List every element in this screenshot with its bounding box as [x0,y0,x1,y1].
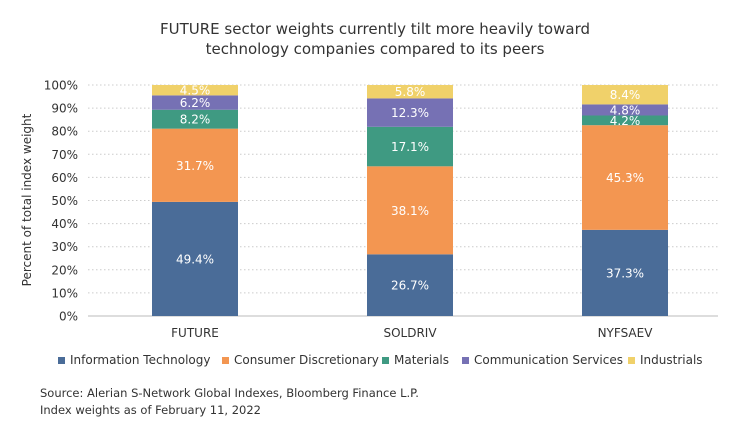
data-label: 45.3% [606,171,644,185]
legend-label: Industrials [640,353,703,367]
y-tick-label: 0% [59,310,78,324]
data-label: 4.2% [610,114,641,128]
bar-segment [582,104,668,116]
bar-segment [367,85,453,99]
data-label: 37.3% [606,266,644,280]
y-tick-label: 80% [51,125,78,139]
legend-swatch [58,357,65,364]
chart-title-line-2: technology companies compared to its pee… [205,40,545,58]
x-tick-label: SOLDRIV [383,326,437,340]
x-tick-label: FUTURE [171,326,219,340]
legend-swatch [628,357,635,364]
y-tick-label: 10% [51,286,78,300]
y-tick-label: 90% [51,102,78,116]
bar-segment [582,115,668,126]
y-tick-label: 50% [51,194,78,208]
data-label: 49.4% [176,252,214,266]
bar-segment [582,229,668,316]
source-note: Source: Alerian S-Network Global Indexes… [40,386,419,400]
legend-label: Consumer Discretionary [234,353,379,367]
date-note: Index weights as of February 11, 2022 [40,403,261,417]
bar-segment [152,85,238,96]
legend-label: Information Technology [70,353,211,367]
y-tick-label: 40% [51,217,78,231]
legend-label: Materials [394,353,449,367]
y-tick-label: 70% [51,148,78,162]
x-tick-label: NYFSAEV [598,326,654,340]
bar-segment [152,128,238,202]
data-label: 4.8% [610,103,641,117]
bar-segment [367,166,453,255]
data-label: 6.2% [180,96,211,110]
data-label: 17.1% [391,140,429,154]
bar-segment [582,125,668,230]
legend-swatch [382,357,389,364]
legend-swatch [222,357,229,364]
bar-segment [152,201,238,316]
data-label: 38.1% [391,204,429,218]
y-tick-label: 20% [51,263,78,277]
data-label: 12.3% [391,106,429,120]
bar-segment [152,95,238,110]
bar-segment [367,126,453,167]
y-tick-label: 100% [44,79,78,93]
data-label: 8.4% [610,88,641,102]
data-label: 5.8% [395,85,426,99]
bar-segment [367,98,453,127]
data-label: 8.2% [180,113,211,127]
bar-segment [367,254,453,316]
legend-label: Communication Services [474,353,623,367]
y-axis-label: Percent of total index weight [20,113,34,286]
chart-title-line-1: FUTURE sector weights currently tilt mor… [160,20,590,38]
data-label: 31.7% [176,159,214,173]
legend-swatch [462,357,469,364]
bar-segment [582,85,668,105]
y-tick-label: 30% [51,240,78,254]
bar-segment [152,109,238,129]
y-tick-label: 60% [51,171,78,185]
data-label: 4.5% [180,84,211,98]
data-label: 26.7% [391,279,429,293]
